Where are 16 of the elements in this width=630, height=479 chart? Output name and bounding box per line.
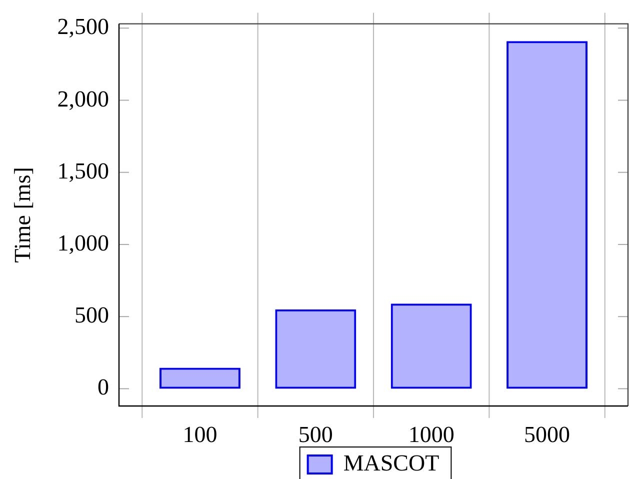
y-tick-label: 500 xyxy=(74,302,109,328)
x-tick-label: 5000 xyxy=(524,422,570,447)
y-axis-title: Time [ms] xyxy=(10,167,35,263)
y-tick-label: 1,000 xyxy=(57,230,109,256)
y-tick-label: 2,000 xyxy=(57,86,109,112)
bar xyxy=(506,41,588,389)
legend-label: MASCOT xyxy=(343,450,440,476)
y-tick-label: 2,500 xyxy=(57,14,109,40)
x-tick-label: 500 xyxy=(298,422,333,447)
x-tick-label: 100 xyxy=(182,422,218,447)
bar xyxy=(390,304,472,389)
x-tick-label: 1000 xyxy=(408,422,454,447)
y-tick-label: 1,500 xyxy=(57,158,109,184)
y-tick-label: 0 xyxy=(98,374,109,400)
bar xyxy=(275,309,356,389)
bar xyxy=(159,368,240,389)
